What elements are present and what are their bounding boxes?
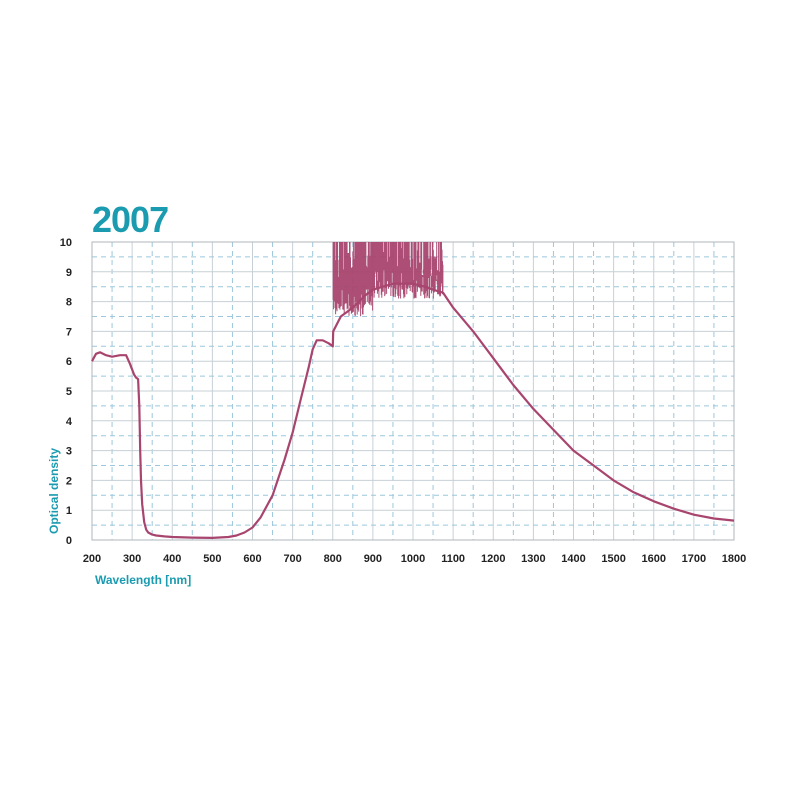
plot-frame (91, 241, 735, 541)
x-tick-label: 1200 (481, 553, 505, 565)
y-tick-label: 9 (66, 267, 72, 279)
y-tick-label: 0 (66, 535, 72, 547)
x-tick-label: 600 (243, 553, 261, 565)
x-tick-label: 300 (123, 553, 141, 565)
x-tick-label: 200 (83, 553, 101, 565)
x-tick-label: 1000 (401, 553, 425, 565)
x-tick-label: 1400 (561, 553, 585, 565)
y-tick-label: 6 (66, 356, 72, 368)
x-tick-label: 800 (324, 553, 342, 565)
x-tick-label: 700 (283, 553, 301, 565)
y-tick-label: 8 (66, 297, 72, 309)
y-tick-label: 7 (66, 326, 72, 338)
chart-title: 2007 (92, 199, 169, 240)
x-tick-label: 1100 (441, 553, 465, 565)
x-tick-labels: 200 300 400 500 600 700 800 900 1000 1100 1200 1300… (83, 553, 746, 565)
noise-band-path (332, 242, 444, 317)
x-tick-label: 1300 (521, 553, 545, 565)
x-axis-label: Wavelength [nm] (95, 573, 191, 587)
x-tick-label: 500 (203, 553, 221, 565)
x-tick-label: 900 (364, 553, 382, 565)
y-tick-label: 1 (66, 505, 72, 517)
y-tick-label: 5 (66, 386, 72, 398)
x-tick-label: 400 (163, 553, 181, 565)
x-tick-label: 1800 (722, 553, 746, 565)
x-tick-label: 1700 (682, 553, 706, 565)
y-tick-label: 2 (66, 475, 72, 487)
x-tick-label: 1600 (642, 553, 666, 565)
y-tick-labels: 0 1 2 3 4 5 6 7 8 9 10 (60, 237, 73, 547)
series-line (91, 282, 735, 540)
x-tick-label: 1500 (601, 553, 625, 565)
y-tick-label: 4 (66, 416, 73, 428)
y-tick-label: 10 (60, 237, 72, 249)
y-tick-label: 3 (66, 446, 72, 458)
y-axis-label: Optical density (47, 448, 61, 534)
noise-band (332, 242, 444, 317)
